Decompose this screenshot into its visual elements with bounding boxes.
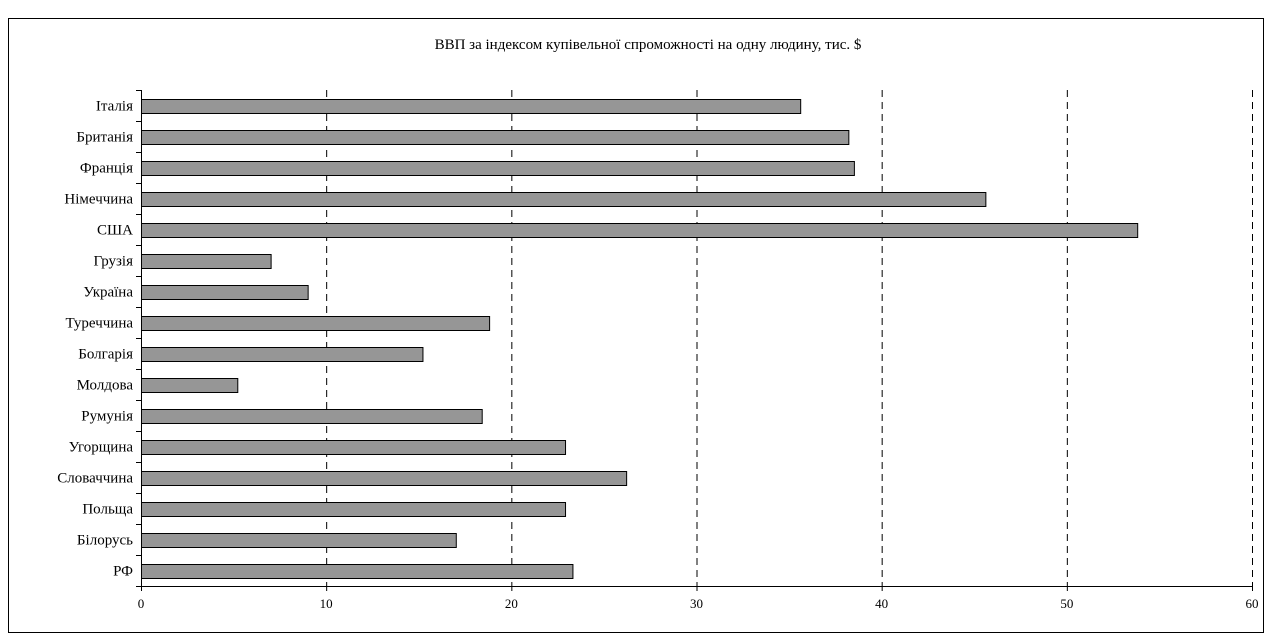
bar-6 [141,378,239,393]
category-label: США [97,223,133,239]
bar-12 [141,192,987,207]
category-label: Франція [80,161,133,177]
category-label: Україна [83,285,133,301]
category-label: Білорусь [77,533,133,549]
category-label: Туреччина [66,316,134,332]
bar-10 [141,254,272,269]
category-label: Болгарія [78,347,133,363]
category-label: Польща [82,502,133,518]
category-label: РФ [113,564,133,580]
category-label: Румунія [81,409,133,425]
category-label: Словаччина [57,471,133,487]
x-tick-label: 0 [138,596,145,611]
bar-9 [141,285,309,300]
category-label: Італія [96,99,133,115]
x-tick-label: 20 [505,596,518,611]
bars [141,99,1139,579]
x-tick-label: 50 [1060,596,1073,611]
category-label: Молдова [77,378,134,394]
bar-11 [141,223,1139,238]
category-label: Німеччина [64,192,133,208]
bar-7 [141,347,424,362]
category-label: Грузія [93,254,133,270]
chart-title: ВВП за індексом купівельної спроможності… [435,37,862,53]
x-tick-label: 60 [1246,596,1259,611]
x-tick-label: 10 [320,596,333,611]
labels: 0 10 20 30 40 50 60 РФ Білорусь Польща Словаччина У… [57,99,1258,612]
bar-13 [141,161,855,176]
bar-5 [141,409,483,424]
bar-1 [141,533,457,548]
bar-15 [141,99,802,114]
axes [136,90,1253,591]
bar-4 [141,440,567,455]
bar-14 [141,130,850,145]
x-tick-label: 30 [690,596,703,611]
category-label: Британія [76,130,133,146]
x-tick-label: 40 [875,596,888,611]
bar-2 [141,502,567,517]
bar-0 [141,564,574,579]
bar-8 [141,316,491,331]
category-label: Угорщина [69,440,134,456]
bar-3 [141,471,628,486]
